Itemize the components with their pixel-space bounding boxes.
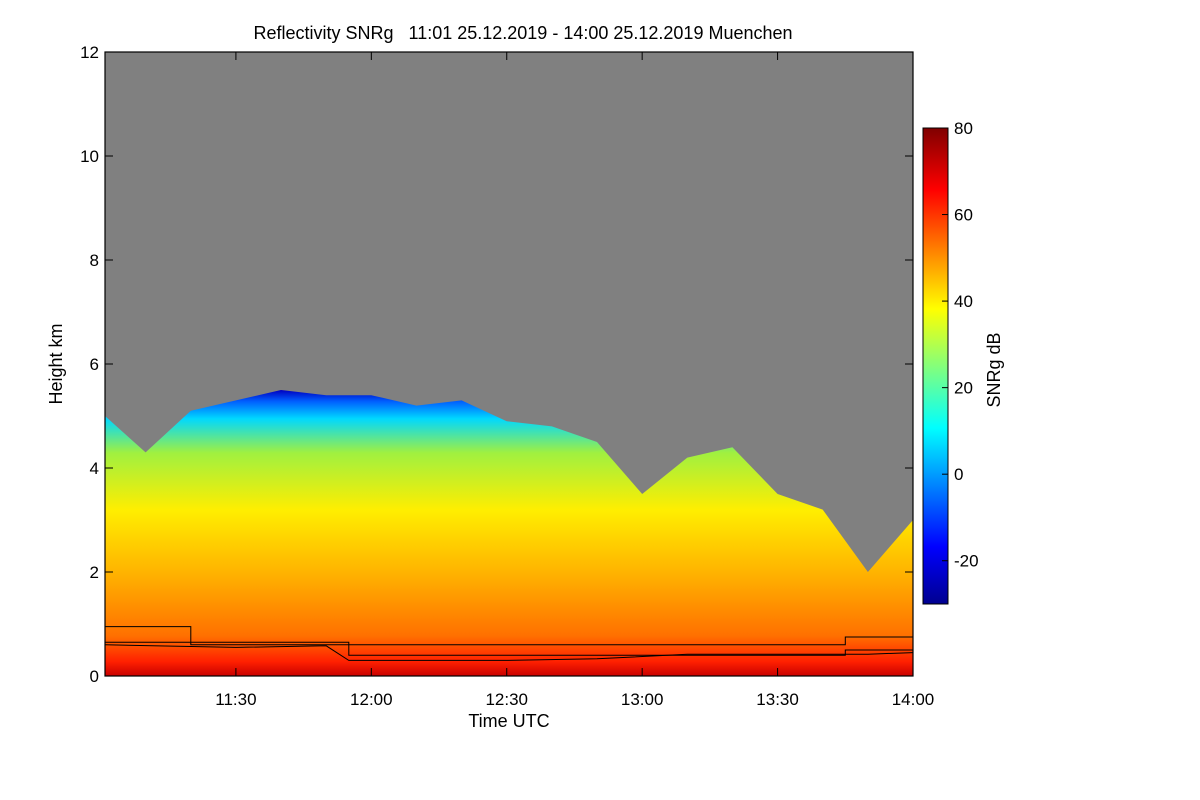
x-axis-title: Time UTC bbox=[468, 711, 549, 731]
plot-area bbox=[105, 52, 913, 676]
x-tick-label: 14:00 bbox=[892, 690, 935, 709]
y-tick-label: 12 bbox=[80, 43, 99, 62]
overlay-line-1 bbox=[105, 626, 913, 646]
series-layer bbox=[105, 626, 913, 661]
x-tick-label: 11:30 bbox=[215, 690, 256, 709]
y-tick-label: 0 bbox=[90, 667, 99, 686]
chart-title: Reflectivity SNRg 11:01 25.12.2019 - 14:… bbox=[253, 23, 792, 43]
colorbar-tick-label: 80 bbox=[954, 119, 973, 138]
y-axis: 0 2 4 6 8 10 12 bbox=[80, 43, 913, 686]
colorbar-axis: -20 0 20 40 60 80 bbox=[942, 119, 979, 571]
x-tick-label: 13:30 bbox=[756, 690, 799, 709]
y-tick-label: 10 bbox=[80, 147, 99, 166]
x-tick-label: 13:00 bbox=[621, 690, 664, 709]
colorbar-tick-label: -20 bbox=[954, 552, 979, 571]
y-tick-label: 6 bbox=[90, 355, 99, 374]
y-axis-title: Height km bbox=[46, 323, 66, 404]
y-tick-label: 4 bbox=[90, 459, 99, 478]
colorbar-tick-label: 0 bbox=[954, 465, 963, 484]
y-tick-label: 2 bbox=[90, 563, 99, 582]
colorbar-tick-label: 20 bbox=[954, 379, 973, 398]
x-tick-label: 12:00 bbox=[350, 690, 393, 709]
overlay-line-2 bbox=[105, 644, 913, 661]
x-axis: 11:30 12:00 12:30 13:00 13:30 14:00 bbox=[215, 52, 934, 709]
colorbar bbox=[922, 127, 949, 605]
x-tick-label: 12:30 bbox=[485, 690, 528, 709]
colorbar-title: SNRg dB bbox=[984, 332, 1004, 407]
colorbar-tick-label: 40 bbox=[954, 292, 973, 311]
echo-region bbox=[105, 390, 913, 676]
y-tick-label: 8 bbox=[90, 251, 99, 270]
colorbar-tick-label: 60 bbox=[954, 206, 973, 225]
overlay-line-3 bbox=[105, 641, 913, 656]
